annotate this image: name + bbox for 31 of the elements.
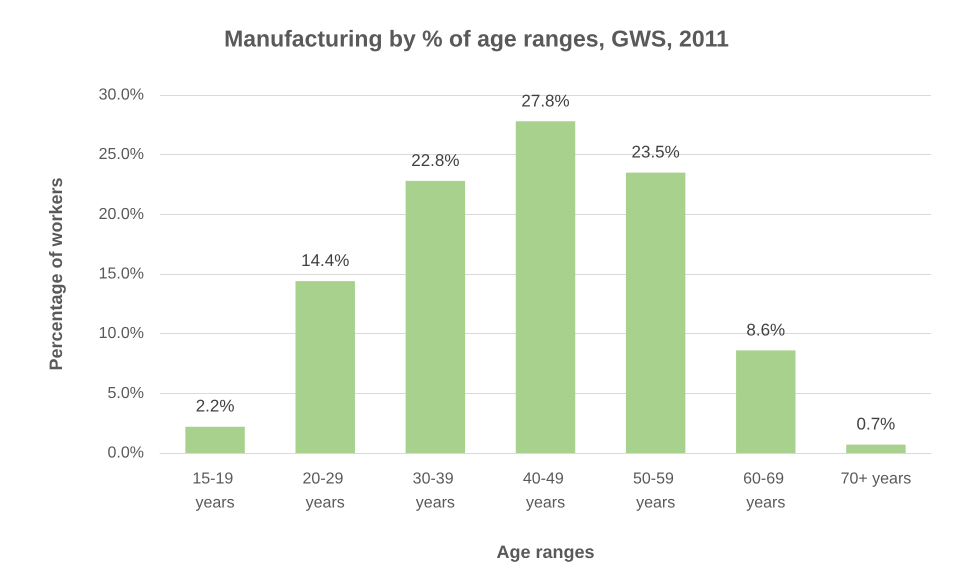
data-label: 22.8% bbox=[411, 150, 460, 170]
x-tick-label: 60-69 years bbox=[743, 470, 788, 512]
x-tick-label: 15-19 years bbox=[192, 470, 238, 512]
y-axis-title: Percentage of workers bbox=[46, 177, 66, 371]
data-label: 8.6% bbox=[746, 320, 786, 340]
data-label: 14.4% bbox=[301, 251, 350, 270]
x-tick-label: 50-59 years bbox=[632, 470, 678, 512]
y-tick-label: 25.0% bbox=[98, 146, 144, 164]
x-tick-label: 30-39 years bbox=[412, 470, 458, 512]
data-label: 27.8% bbox=[521, 91, 570, 110]
y-tick-label: 5.0% bbox=[108, 384, 144, 402]
bar bbox=[406, 180, 466, 453]
y-tick-label: 15.0% bbox=[98, 266, 144, 282]
data-label: 23.5% bbox=[632, 142, 680, 162]
bar bbox=[185, 426, 245, 453]
data-label: 0.7% bbox=[856, 414, 896, 434]
x-tick-label: 70+ years bbox=[840, 470, 912, 488]
y-tick-label: 30.0% bbox=[98, 86, 144, 104]
y-tick-label: 0.0% bbox=[108, 444, 144, 462]
x-tick-label: 20-29 years bbox=[302, 470, 348, 512]
bar bbox=[295, 281, 355, 453]
data-label: 2.2% bbox=[196, 396, 234, 416]
bar bbox=[516, 121, 576, 453]
bar bbox=[736, 350, 796, 453]
bar bbox=[626, 172, 686, 453]
y-tick-label: 20.0% bbox=[98, 206, 144, 223]
x-tick-label: 40-49 years bbox=[522, 470, 568, 512]
x-axis-title: Age ranges bbox=[496, 542, 595, 562]
y-tick-label: 10.0% bbox=[98, 325, 144, 342]
bar bbox=[846, 444, 906, 453]
chart-title: Manufacturing by % of age ranges, GWS, 2011 bbox=[224, 26, 730, 52]
